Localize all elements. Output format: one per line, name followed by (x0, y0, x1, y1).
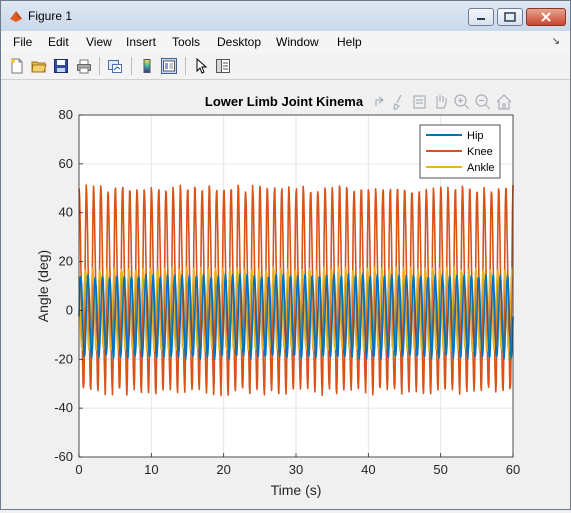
save-icon[interactable] (53, 58, 69, 74)
y-tick-label: 80 (59, 107, 73, 122)
ankle-series-line (78, 266, 514, 353)
open-file-icon[interactable] (31, 58, 47, 74)
maximize-button[interactable] (497, 8, 523, 26)
chart-title: Lower Limb Joint Kinema (205, 94, 364, 109)
data-lines (78, 184, 514, 397)
y-tick-label: 20 (59, 254, 73, 269)
axis-ticks: 0 10 20 30 40 50 60 -60 -40 -20 0 20 40 60 80 (54, 107, 520, 477)
toolbar-separator (99, 57, 100, 75)
matlab-logo-icon (10, 11, 22, 22)
export-icon[interactable] (375, 96, 384, 106)
legend-icon[interactable] (161, 58, 177, 74)
dock-figure-icon[interactable]: ↘ (551, 36, 560, 47)
x-tick-label: 30 (289, 462, 303, 477)
maximize-icon (504, 12, 516, 22)
legend[interactable]: Hip Knee Ankle (419, 124, 501, 179)
colorbar-icon[interactable] (139, 58, 155, 74)
menu-edit[interactable]: Edit (48, 35, 69, 49)
pointer-icon[interactable] (193, 58, 209, 74)
menu-desktop[interactable]: Desktop (217, 35, 262, 49)
menu-help[interactable]: Help (337, 35, 362, 49)
x-tick-label: 50 (433, 462, 447, 477)
menu-insert[interactable]: Insert (126, 35, 157, 49)
window-title: Figure 1 (28, 9, 73, 23)
datatip-icon[interactable] (413, 95, 426, 109)
y-tick-label: -20 (54, 351, 73, 366)
menu-window[interactable]: Window (276, 35, 319, 49)
x-tick-label: 10 (144, 462, 158, 477)
y-axis-label: Angle (deg) (35, 250, 51, 322)
legend-knee-label: Knee (467, 146, 493, 158)
menu-file[interactable]: File (13, 35, 33, 49)
y-tick-label: 40 (59, 205, 73, 220)
y-tick-label: 0 (66, 302, 73, 317)
print-icon[interactable] (76, 58, 92, 74)
legend-hip-label: Hip (467, 130, 484, 142)
pan-icon[interactable] (436, 95, 447, 109)
zoom-in-icon[interactable] (454, 94, 470, 110)
brush-icon[interactable] (393, 94, 402, 110)
x-tick-label: 20 (216, 462, 230, 477)
legend-ankle-label: Ankle (467, 162, 495, 174)
close-icon (541, 12, 551, 22)
toolbar-separator (185, 57, 186, 75)
title-bar[interactable]: Figure 1 (1, 1, 570, 31)
y-tick-label: 60 (59, 156, 73, 171)
x-tick-label: 60 (506, 462, 520, 477)
close-button[interactable] (526, 8, 566, 26)
toolbar-separator (131, 57, 132, 75)
minimize-icon (477, 18, 485, 20)
minimize-button[interactable] (468, 8, 494, 26)
link-plot-icon[interactable] (107, 58, 123, 74)
y-tick-label: -60 (54, 449, 73, 464)
hip-series-line (78, 273, 514, 361)
axes-toolbar (372, 90, 515, 114)
x-tick-label: 40 (361, 462, 375, 477)
line-chart[interactable]: 0 10 20 30 40 50 60 -60 -40 -20 0 20 40 60 80 Lower Li… (2, 80, 569, 508)
zoom-out-icon[interactable] (475, 94, 491, 110)
y-tick-label: -40 (54, 400, 73, 415)
figure-canvas: 0 10 20 30 40 50 60 -60 -40 -20 0 20 40 60 80 Lower Li… (2, 80, 569, 508)
home-icon[interactable] (496, 94, 512, 110)
menu-bar: File Edit View Insert Tools Desktop Wind… (1, 31, 570, 54)
x-tick-label: 0 (75, 462, 82, 477)
menu-tools[interactable]: Tools (172, 35, 201, 49)
knee-series-line (78, 184, 514, 397)
figure-toolbar (1, 53, 570, 80)
menu-view[interactable]: View (86, 35, 112, 49)
x-axis-label: Time (s) (271, 482, 322, 498)
property-editor-icon[interactable] (215, 58, 231, 74)
new-figure-icon[interactable] (9, 58, 25, 74)
